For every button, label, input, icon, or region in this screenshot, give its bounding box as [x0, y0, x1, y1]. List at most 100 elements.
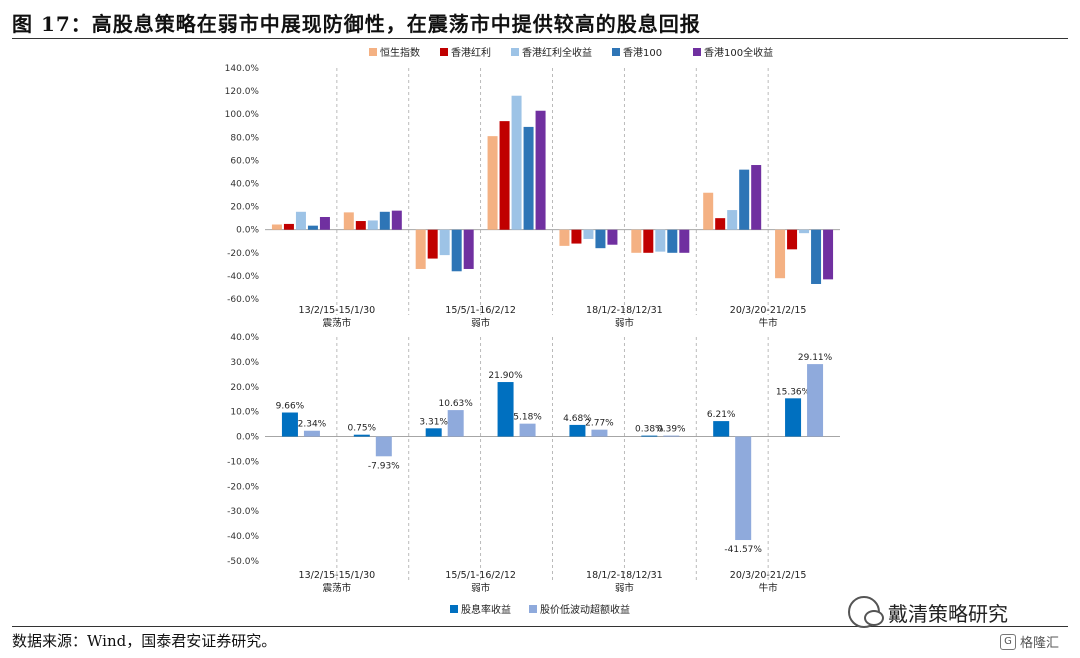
source-note: 数据来源：Wind，国泰君安证券研究。: [12, 632, 277, 650]
category-regime-label: 震荡市: [323, 582, 352, 594]
legend-swatch: [511, 48, 519, 56]
y-tick-label: 40.0%: [230, 180, 259, 190]
y-tick-label: 140.0%: [225, 64, 260, 74]
bar: [511, 95, 522, 230]
bar: [785, 398, 802, 437]
bar: [679, 229, 690, 253]
bar: [787, 229, 798, 250]
bar: [811, 229, 822, 284]
bar: [799, 229, 810, 234]
badge-text: 格隆汇: [1020, 636, 1060, 651]
legend-label: 香港红利全收益: [522, 46, 592, 59]
data-label: 6.21%: [707, 410, 736, 420]
bar: [427, 229, 438, 259]
category-regime-label: 弱市: [615, 317, 635, 329]
y-tick-label: -60.0%: [227, 295, 259, 305]
y-tick-label: -20.0%: [227, 482, 259, 492]
bar: [663, 435, 680, 437]
bar: [425, 428, 442, 437]
legend-swatch: [440, 48, 448, 56]
bar: [271, 224, 282, 230]
bar: [281, 412, 298, 437]
wechat-icon: [848, 596, 884, 628]
source-divider: [12, 626, 1068, 627]
bar: [667, 229, 678, 253]
y-tick-label: 20.0%: [230, 203, 259, 213]
y-tick-label: -40.0%: [227, 272, 259, 282]
bar: [295, 211, 306, 230]
y-tick-label: -10.0%: [227, 457, 259, 467]
bar: [823, 229, 834, 280]
bar: [607, 229, 618, 245]
bar: [643, 229, 654, 253]
bar: [641, 435, 658, 437]
legend-label: 股价低波动超额收益: [540, 603, 630, 616]
y-tick-label: 40.0%: [230, 333, 259, 343]
legend-swatch: [693, 48, 701, 56]
gelonghui-icon: G: [1000, 633, 1016, 650]
legend-label: 香港100全收益: [704, 46, 773, 59]
data-label: -41.57%: [724, 545, 762, 555]
page-title: 图 17：高股息策略在弱市中展现防御性，在震荡市中提供较高的股息回报: [12, 12, 701, 36]
bar: [379, 211, 390, 230]
bar: [319, 216, 330, 230]
y-tick-label: -50.0%: [227, 557, 259, 567]
y-tick-label: 0.0%: [236, 226, 259, 236]
bar: [375, 436, 392, 457]
bar: [497, 382, 514, 437]
data-label: 21.90%: [488, 371, 523, 381]
legend-swatch: [450, 605, 458, 613]
data-label: -7.93%: [368, 461, 400, 471]
legend-swatch: [369, 48, 377, 56]
category-label: 15/5/1-16/2/12: [445, 570, 516, 581]
category-label: 13/2/15-15/1/30: [299, 305, 376, 316]
data-label: 0.39%: [657, 425, 686, 435]
y-tick-label: 10.0%: [230, 408, 259, 418]
data-label: 29.11%: [798, 353, 833, 363]
bar: [727, 210, 738, 230]
bar: [519, 423, 536, 437]
data-label: 4.68%: [563, 414, 592, 424]
title-divider: [12, 38, 1068, 39]
category-label: 18/1/2-18/12/31: [586, 305, 663, 316]
bar: [735, 436, 752, 541]
watermark: 戴清策略研究: [848, 596, 1008, 628]
y-tick-label: 60.0%: [230, 156, 259, 166]
bar: [715, 218, 726, 230]
y-tick-label: -20.0%: [227, 249, 259, 259]
bar: [463, 229, 474, 269]
bar: [499, 121, 510, 230]
category-label: 20/3/20-21/2/15: [730, 305, 807, 316]
category-label: 18/1/2-18/12/31: [586, 570, 663, 581]
y-tick-label: 20.0%: [230, 383, 259, 393]
y-tick-label: 0.0%: [236, 433, 259, 443]
y-tick-label: 100.0%: [225, 110, 260, 120]
bar: [343, 212, 354, 230]
bar: [391, 210, 402, 230]
bar: [487, 136, 498, 230]
y-tick-label: 120.0%: [225, 87, 260, 97]
data-label: 3.31%: [419, 417, 448, 427]
bar: [631, 229, 642, 253]
bar: [367, 220, 378, 230]
data-label: 0.75%: [348, 424, 377, 434]
category-regime-label: 震荡市: [323, 317, 352, 329]
bar: [307, 225, 318, 230]
y-tick-label: -40.0%: [227, 532, 259, 542]
bar: [595, 229, 606, 249]
bar: [353, 434, 370, 437]
bar: [451, 229, 462, 272]
legend-label: 香港红利: [451, 46, 491, 59]
bar: [591, 429, 608, 437]
bar: [703, 192, 714, 230]
y-tick-label: -30.0%: [227, 507, 259, 517]
category-regime-label: 牛市: [759, 317, 779, 329]
category-regime-label: 弱市: [471, 582, 491, 594]
data-label: 2.77%: [585, 419, 614, 429]
legend-swatch: [529, 605, 537, 613]
legend-label: 股息率收益: [461, 603, 511, 616]
data-label: 10.63%: [439, 399, 474, 409]
bar: [535, 110, 546, 230]
category-label: 15/5/1-16/2/12: [445, 305, 516, 316]
bar: [523, 126, 534, 230]
